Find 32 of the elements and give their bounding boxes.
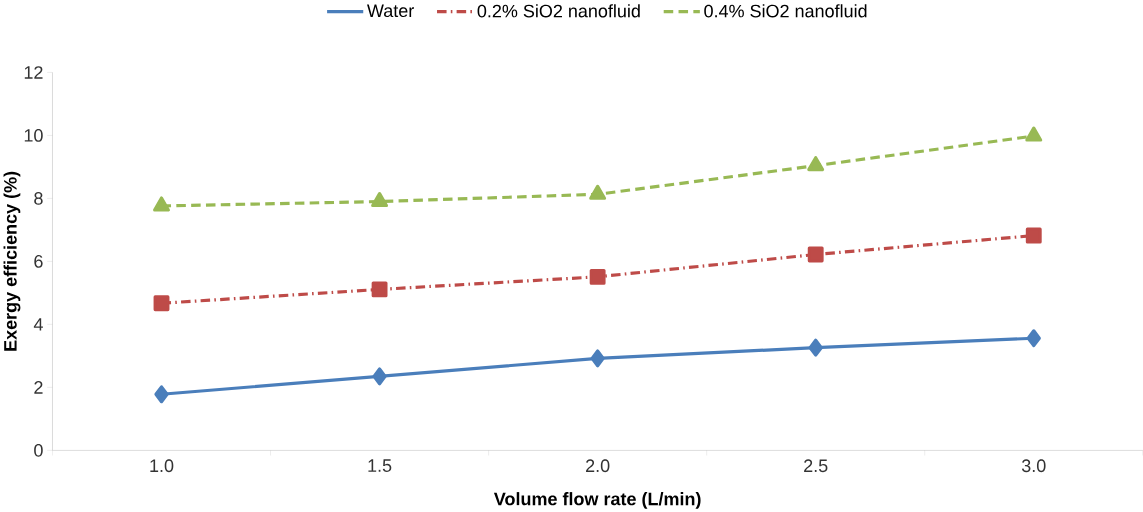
x-tick-label: 1.5 xyxy=(368,459,392,472)
point xyxy=(590,349,605,368)
y-axis-title: Exergy efficiency (%) xyxy=(3,171,21,351)
point xyxy=(371,191,389,207)
point xyxy=(372,367,387,386)
legend-label: 0.4% SiO2 nanofluid xyxy=(704,4,867,18)
point xyxy=(808,338,823,357)
point xyxy=(1026,329,1041,348)
x-axis-title: Volume flow rate (L/min) xyxy=(493,491,701,509)
y-tick-label: 6 xyxy=(34,254,43,268)
point xyxy=(153,196,170,212)
point xyxy=(153,295,170,312)
point xyxy=(807,246,824,263)
point xyxy=(589,268,606,285)
y-tick-label: 0 xyxy=(34,443,43,457)
point xyxy=(589,184,607,200)
point xyxy=(371,281,388,298)
y-tick-label: 8 xyxy=(34,191,43,205)
x-tick-label: 2.0 xyxy=(586,459,610,472)
x-tick-label: 2.5 xyxy=(804,459,828,472)
x-tick-label: 1.0 xyxy=(150,459,174,472)
y-tick-label: 10 xyxy=(24,128,43,142)
y-tick-label: 12 xyxy=(24,65,43,79)
legend-label: 0.2% SiO2 nanofluid xyxy=(477,4,640,18)
point xyxy=(807,155,825,172)
y-tick-label: 4 xyxy=(33,317,43,331)
point xyxy=(1025,126,1043,142)
point xyxy=(154,385,169,404)
x-tick-label: 3.0 xyxy=(1021,459,1046,472)
legend-label: Water xyxy=(367,4,414,17)
point xyxy=(1025,227,1042,244)
y-tick-label: 2 xyxy=(34,380,43,394)
